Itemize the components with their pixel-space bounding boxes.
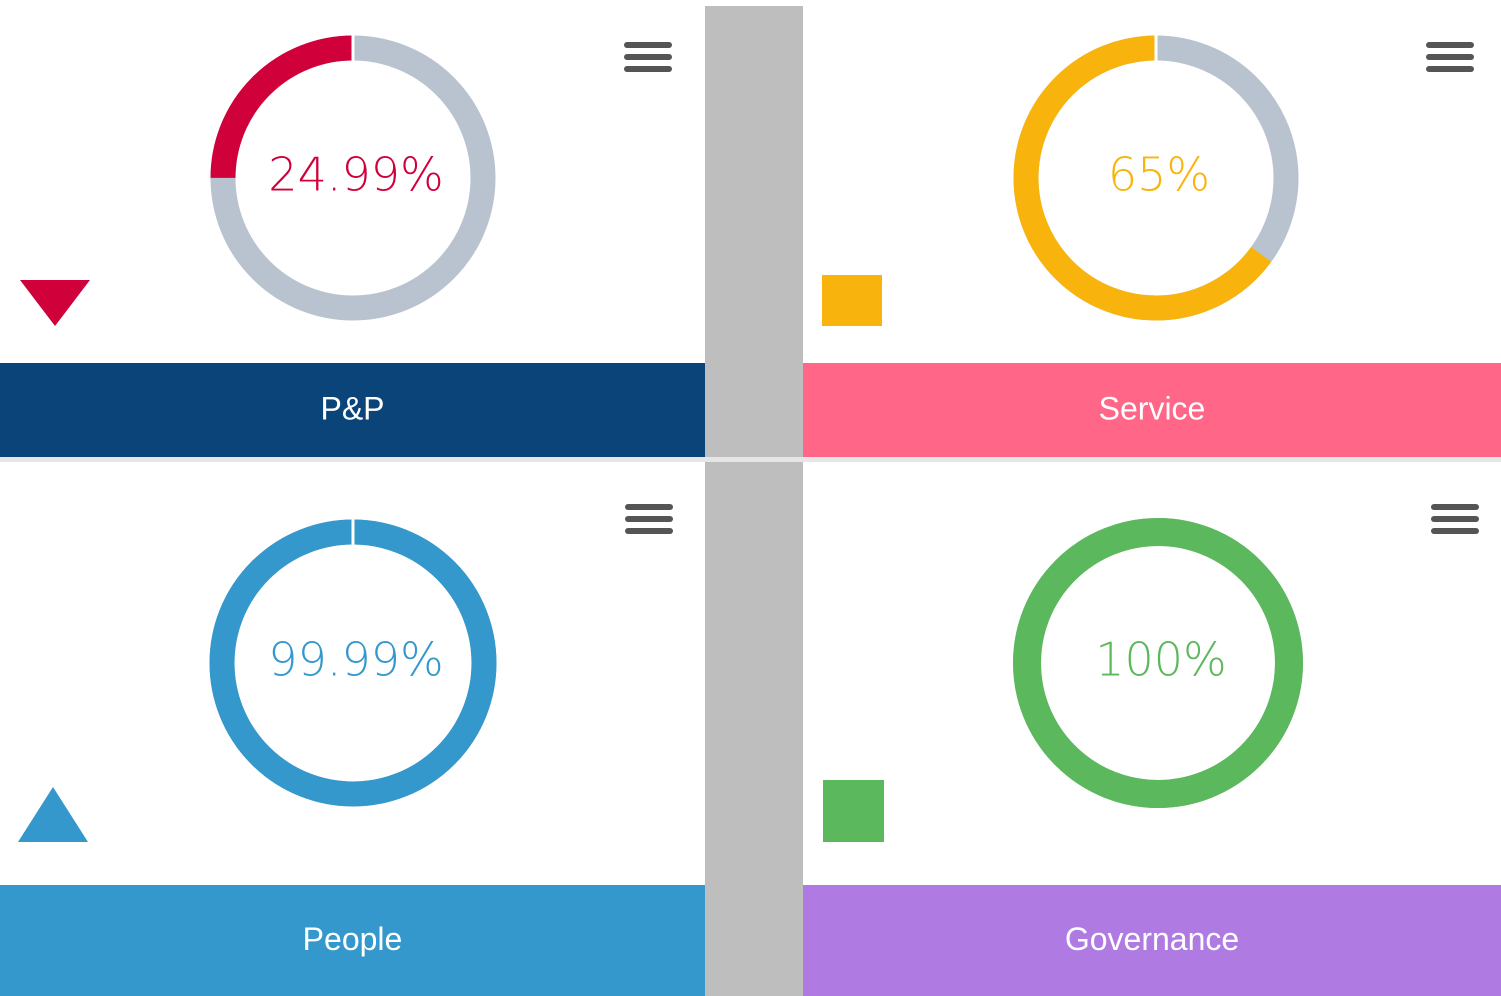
percent-label: 24.99%: [268, 148, 443, 202]
menu-bar[interactable]: [1431, 528, 1479, 534]
title-banner: [803, 363, 1501, 457]
menu-bar[interactable]: [625, 504, 673, 510]
menu-bar[interactable]: [1426, 66, 1474, 72]
menu-bar[interactable]: [1426, 54, 1474, 60]
percent-label: 99.99%: [268, 633, 443, 687]
menu-bar[interactable]: [1431, 504, 1479, 510]
menu-bar[interactable]: [624, 42, 672, 48]
row-gap: [0, 457, 1501, 462]
title-banner: [803, 885, 1501, 996]
menu-bar[interactable]: [624, 54, 672, 60]
panel-title: Service: [1099, 390, 1206, 426]
menu-bar[interactable]: [625, 516, 673, 522]
title-banner: [0, 885, 705, 996]
trend-indicator: [822, 275, 882, 326]
panel-title: Governance: [1065, 921, 1239, 957]
percent-label: 65%: [1108, 148, 1210, 202]
trend-indicator: [823, 780, 884, 842]
trend-indicator: [20, 280, 90, 326]
title-banner: [0, 363, 705, 457]
percent-label: 100%: [1095, 633, 1227, 687]
divider: [705, 6, 803, 996]
trend-indicator: [18, 787, 88, 842]
menu-bar[interactable]: [1426, 42, 1474, 48]
panel-title: People: [303, 921, 403, 957]
donut-arc: [1013, 518, 1303, 808]
menu-bar[interactable]: [624, 66, 672, 72]
panel-title: P&P: [320, 390, 384, 426]
menu-bar[interactable]: [625, 528, 673, 534]
menu-bar[interactable]: [1431, 516, 1479, 522]
